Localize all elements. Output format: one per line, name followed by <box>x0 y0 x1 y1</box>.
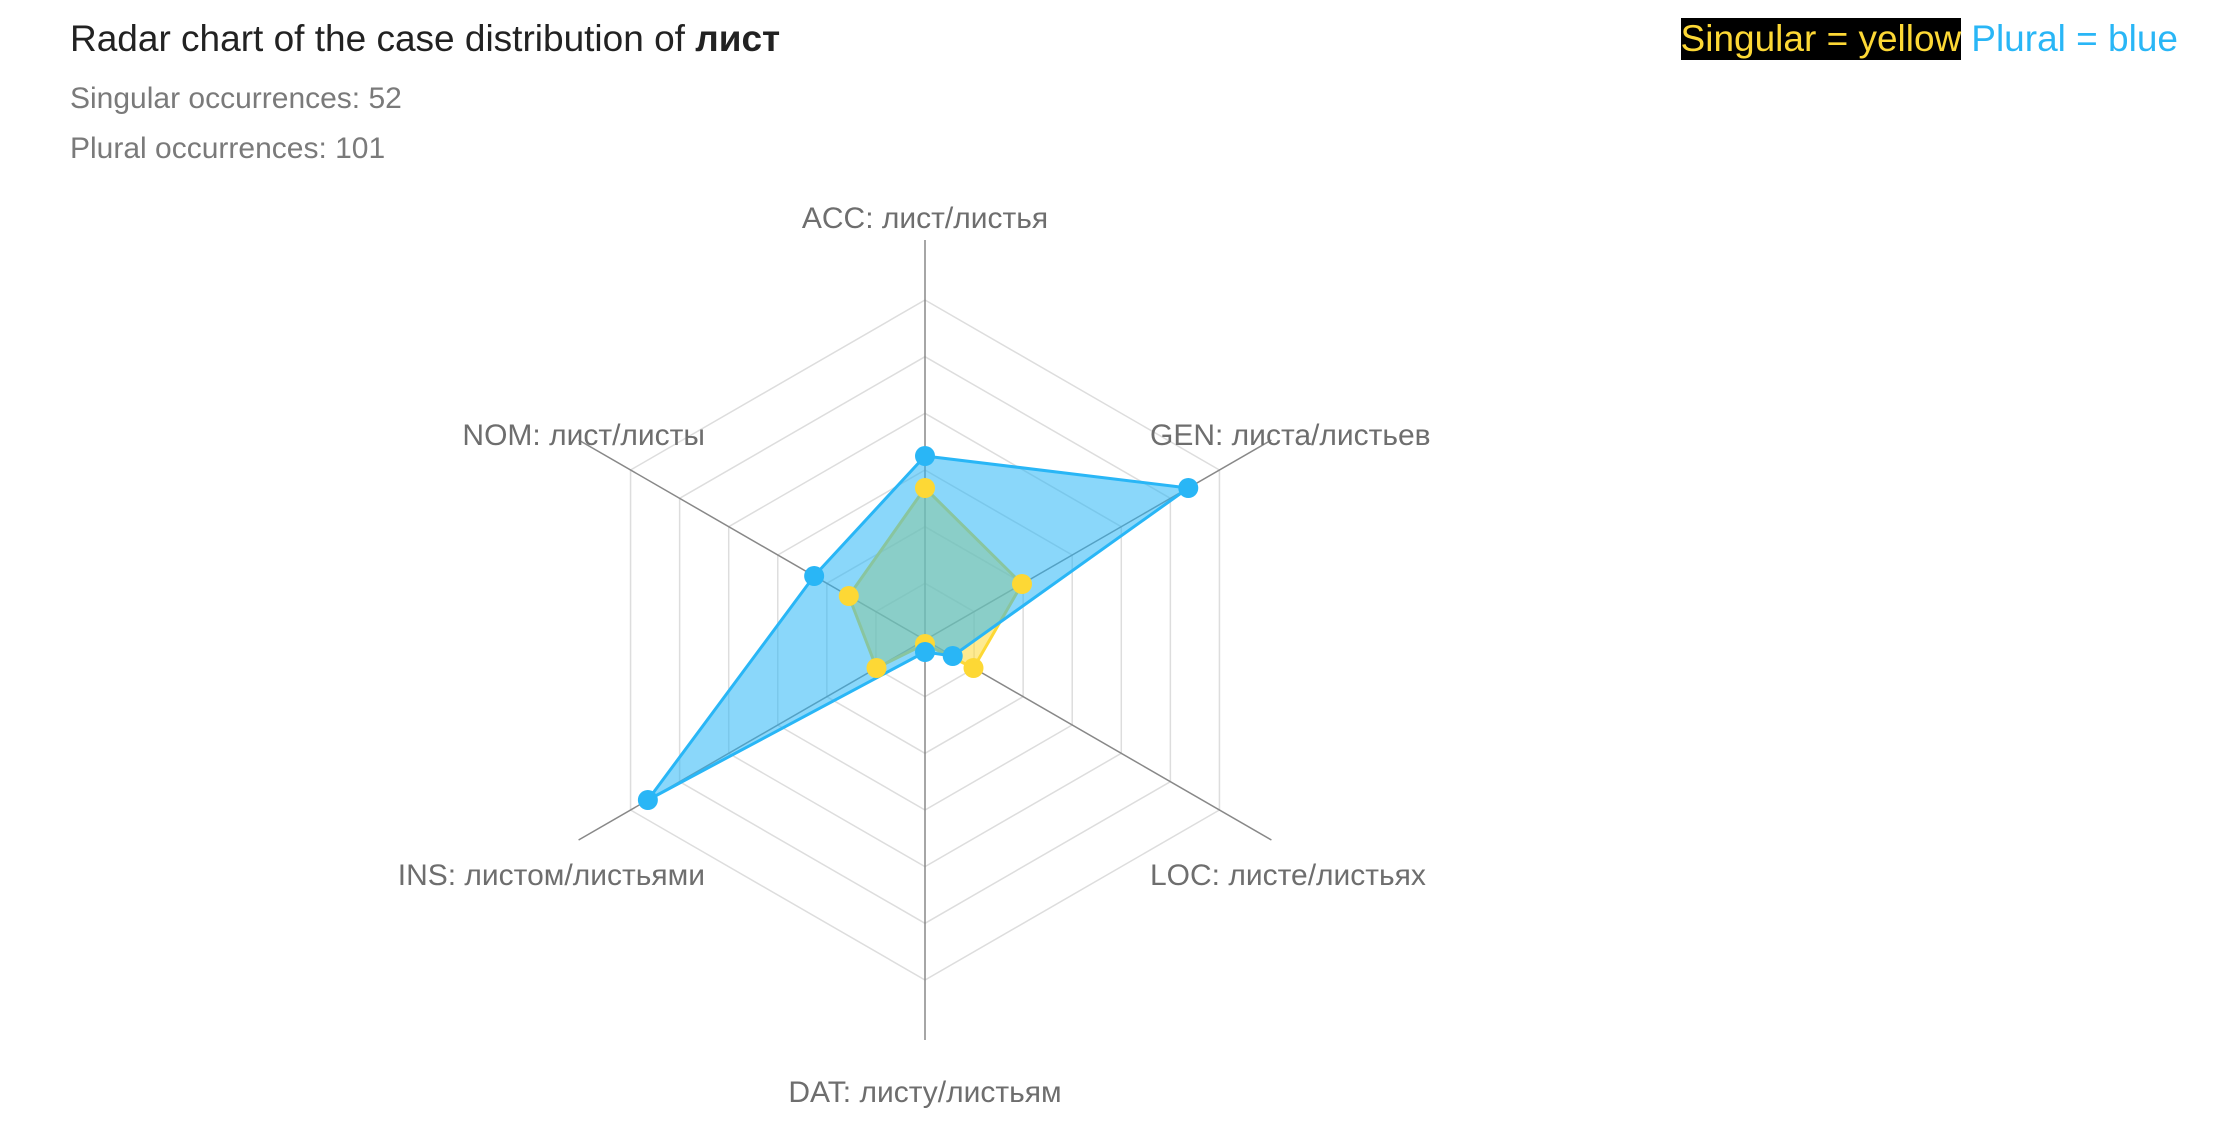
axis-label-0: ACC: лист/листья <box>802 202 1048 235</box>
point-plural-1[interactable] <box>1178 478 1199 498</box>
axis-label-3: DAT: листу/листьям <box>788 1076 1061 1109</box>
axis-label-2: LOC: листе/листьях <box>1150 859 1426 892</box>
point-singular-2[interactable] <box>963 658 984 678</box>
radar-series <box>637 446 1199 810</box>
chart-title-word: лист <box>695 18 781 59</box>
axis-label-5: NOM: лист/листы <box>462 419 705 452</box>
radar-axis-labels: ACC: лист/листья GEN: листа/листьев LOC: л… <box>398 202 1431 1109</box>
point-singular-0[interactable] <box>915 478 935 498</box>
point-plural-4[interactable] <box>637 790 658 810</box>
plural-occurrences: Plural occurrences: 101 <box>70 132 386 165</box>
legend-singular: Singular = yellow <box>1680 18 1962 60</box>
point-plural-3[interactable] <box>915 642 935 662</box>
point-plural-2[interactable] <box>942 646 963 666</box>
axis-line-2 <box>924 639 1272 841</box>
point-plural-5[interactable] <box>804 566 825 586</box>
point-plural-0[interactable] <box>915 446 935 466</box>
point-singular-5[interactable] <box>838 586 859 606</box>
chart-title-prefix: Radar chart of the case distribution of <box>70 18 696 59</box>
axis-label-4: INS: листом/листьями <box>398 859 705 892</box>
legend: Singular = yellow Plural = blue <box>1680 18 2178 60</box>
point-singular-4[interactable] <box>866 658 887 678</box>
chart-title: Radar chart of the case distribution of … <box>70 18 780 60</box>
axis-label-1: GEN: листа/листьев <box>1150 419 1431 452</box>
legend-plural: Plural = blue <box>1971 18 2178 59</box>
singular-occurrences: Singular occurrences: 52 <box>70 82 402 115</box>
point-singular-1[interactable] <box>1011 574 1032 594</box>
